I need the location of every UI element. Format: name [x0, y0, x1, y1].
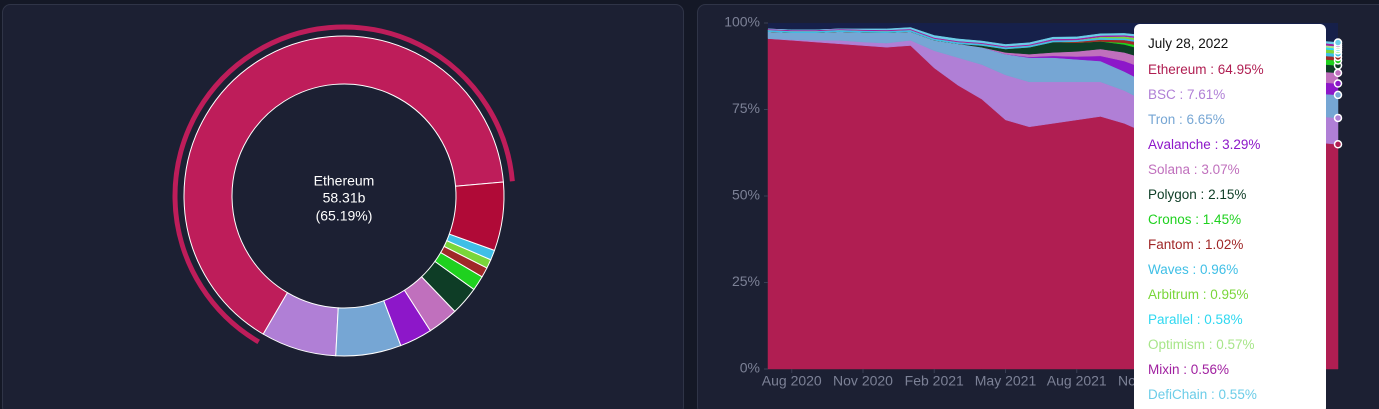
tooltip-value: 0.96% [1200, 262, 1239, 277]
tooltip-separator: : [1210, 137, 1223, 152]
x-tick-label: May 2021 [975, 373, 1037, 389]
tooltip-row: Polygon : 2.15% [1148, 182, 1312, 207]
tooltip-name: Cronos [1148, 212, 1192, 227]
tooltip-name: Waves [1148, 262, 1189, 277]
hover-dot [1333, 90, 1343, 100]
hover-dot [1333, 68, 1343, 78]
tooltip-name: DefiChain [1148, 387, 1208, 402]
tooltip-name: Polygon [1148, 187, 1197, 202]
tooltip-name: Ethereum [1148, 62, 1207, 77]
slice [183, 35, 504, 335]
tooltip-name: Parallel [1148, 312, 1194, 327]
tooltip-value: 2.15% [1208, 187, 1247, 202]
hover-dot [1333, 113, 1343, 123]
tooltip-separator: : [1196, 187, 1209, 202]
tooltip-separator: : [1193, 312, 1205, 327]
tooltip-value: 0.95% [1210, 287, 1249, 302]
tooltip-row: Mixin : 0.56% [1148, 357, 1312, 382]
tooltip-row: Solana : 3.07% [1148, 157, 1312, 182]
tooltip-name: Mixin [1148, 362, 1180, 377]
tooltip-name: Optimism [1148, 337, 1205, 352]
tooltip-value: 3.29% [1222, 137, 1261, 152]
tooltip-separator: : [1193, 237, 1206, 252]
x-tick-label: Feb 2021 [905, 373, 964, 389]
tooltip-value: 0.56% [1190, 362, 1230, 377]
tooltip-value: 6.65% [1186, 112, 1225, 127]
tooltip-row: Arbitrum : 0.95% [1148, 282, 1312, 307]
tooltip-row: Fantom : 1.02% [1148, 232, 1312, 257]
tooltip-separator: : [1175, 87, 1188, 102]
slice [448, 181, 505, 252]
tooltip-separator: : [1175, 112, 1187, 127]
tooltip-separator: : [1188, 262, 1201, 277]
tooltip: July 28, 2022 Ethereum : 64.95% BSC : 7.6… [1134, 24, 1326, 409]
panel [2, 4, 684, 409]
tooltip-row: Parallel : 0.58% [1148, 307, 1312, 332]
x-tick-label: Aug 2020 [762, 373, 822, 389]
tooltip-value: 1.02% [1205, 237, 1244, 252]
highlight-arc [172, 24, 515, 345]
hover-dot [1333, 79, 1343, 88]
tooltip-value: 7.61% [1187, 87, 1226, 102]
hover-dot [1333, 140, 1343, 149]
hover-dot [1333, 38, 1343, 47]
tooltip-name: Tron [1148, 112, 1176, 127]
tooltip-separator: : [1191, 212, 1203, 227]
tooltip-name: Fantom [1148, 237, 1194, 252]
center-name: Ethereum [314, 173, 375, 189]
tooltip-name: Arbitrum [1148, 287, 1200, 302]
donut [172, 24, 515, 357]
y-tick-label: 100% [724, 14, 760, 30]
tooltip-separator: : [1190, 162, 1202, 177]
tooltip-title: July 28, 2022 [1148, 36, 1229, 51]
tooltip-row: Tron : 6.65% [1148, 107, 1312, 132]
tooltip-row: DefiChain : 0.55% [1148, 382, 1312, 407]
tooltip-separator: : [1199, 287, 1211, 302]
tooltip-name: Avalanche [1148, 137, 1211, 152]
tooltip-separator: : [1206, 62, 1218, 77]
tooltip-separator: : [1207, 387, 1219, 402]
tooltip-row: Waves : 0.96% [1148, 257, 1312, 282]
y-tick-label: 75% [732, 100, 760, 116]
tooltip-row: Avalanche : 3.29% [1148, 132, 1312, 157]
tooltip-name: Solana [1148, 162, 1191, 177]
tooltip-row: Optimism : 0.57% [1148, 332, 1312, 357]
tooltip-value: 64.95% [1217, 62, 1264, 77]
y-tick-label: 50% [732, 187, 760, 203]
center-value: 58.31b [323, 190, 366, 206]
tooltip-row: BSC : 7.61% [1148, 82, 1312, 107]
tooltip-value: 3.07% [1201, 162, 1240, 177]
center-share: (65.19%) [316, 208, 373, 224]
tooltip-row: Ethereum : 64.95% [1148, 57, 1312, 82]
tooltip-name: BSC [1148, 87, 1176, 102]
y-tick-label: 0% [740, 360, 760, 376]
tooltip-separator: : [1179, 362, 1191, 377]
tooltip-row: Cronos : 1.45% [1148, 207, 1312, 232]
y-tick-label: 25% [732, 273, 760, 289]
tooltip-value: 0.57% [1216, 337, 1255, 352]
x-tick-label: Aug 2021 [1047, 373, 1107, 389]
tooltip-separator: : [1205, 337, 1217, 352]
tooltip-value: 1.45% [1202, 212, 1242, 227]
tooltip-value: 0.58% [1204, 312, 1243, 327]
tooltip-value: 0.55% [1218, 387, 1257, 402]
x-tick-label: Nov 2020 [833, 373, 893, 389]
